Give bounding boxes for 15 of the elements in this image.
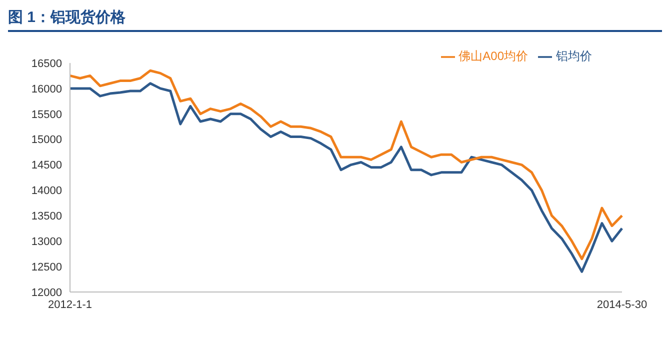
legend-label: 佛山A00均价 xyxy=(458,49,528,63)
y-tick-label: 13500 xyxy=(31,210,62,223)
y-tick-label: 15500 xyxy=(31,108,62,121)
y-tick-label: 13000 xyxy=(31,236,62,248)
y-tick-label: 16000 xyxy=(31,83,62,96)
y-tick-label: 12500 xyxy=(31,261,62,274)
legend-label: 铝均价 xyxy=(556,49,592,63)
y-tick-label: 15000 xyxy=(31,134,62,146)
y-tick-label: 16500 xyxy=(31,58,62,70)
x-tick-label: 2012-1-1 xyxy=(48,298,92,311)
chart-title: 图 1：铝现货价格 xyxy=(8,8,662,32)
x-tick-label: 2014-5-30 xyxy=(596,298,648,311)
y-tick-label: 14000 xyxy=(31,185,62,198)
y-tick-label: 12000 xyxy=(31,286,62,299)
y-tick-label: 14500 xyxy=(31,160,62,172)
